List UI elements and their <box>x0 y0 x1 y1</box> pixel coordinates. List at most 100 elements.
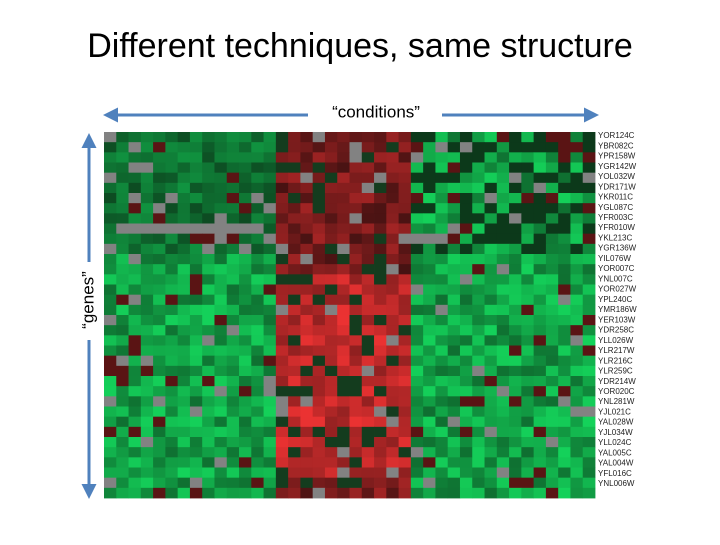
heatmap-cell <box>275 315 289 326</box>
heatmap-cell <box>386 254 399 265</box>
heatmap-cell <box>545 487 559 499</box>
heatmap-cell <box>165 315 179 326</box>
heatmap-cell <box>374 406 387 418</box>
heatmap-cell <box>226 254 240 265</box>
heatmap-cell <box>177 386 191 397</box>
heatmap-cell <box>214 376 228 387</box>
heatmap-cell <box>472 284 485 296</box>
heatmap-cell <box>165 274 179 285</box>
gene-label: YJL034W <box>598 428 633 437</box>
heatmap-cell <box>521 437 535 448</box>
heatmap-cell <box>570 233 584 245</box>
heatmap-cell <box>484 315 498 326</box>
heatmap-cell <box>496 386 510 397</box>
heatmap-cell <box>570 467 584 479</box>
heatmap-cell <box>153 223 166 235</box>
heatmap-cell <box>386 152 399 163</box>
heatmap-cell <box>398 376 412 387</box>
heatmap-cell <box>288 345 301 357</box>
heatmap-cell <box>374 243 387 255</box>
heatmap-cell <box>116 376 129 387</box>
heatmap-cell <box>410 304 424 316</box>
heatmap-cell <box>447 132 461 143</box>
heatmap-cell <box>386 172 399 184</box>
heatmap-cell <box>374 386 387 397</box>
heatmap-cell <box>312 284 326 296</box>
heatmap-cell <box>558 264 571 275</box>
heatmap-cell <box>165 447 179 458</box>
heatmap-cell <box>398 426 412 438</box>
heatmap-cell <box>533 213 547 224</box>
heatmap-cell <box>472 142 485 153</box>
heatmap-cell <box>226 467 240 479</box>
heatmap-cell <box>140 365 154 377</box>
heatmap-cell <box>545 254 559 265</box>
heatmap-cell <box>324 213 338 224</box>
heatmap-cell <box>116 152 129 163</box>
heatmap-cell <box>435 426 449 438</box>
heatmap-cell <box>374 172 387 184</box>
heatmap-cell <box>128 243 142 255</box>
heatmap-cell <box>361 172 375 184</box>
heatmap-cell <box>509 182 522 194</box>
heatmap-cell <box>459 294 473 306</box>
heatmap-cell <box>312 264 326 275</box>
heatmap-cell <box>324 315 338 326</box>
heatmap-cell <box>239 223 252 235</box>
heatmap-cell <box>239 243 252 255</box>
heatmap-cell <box>263 416 277 428</box>
heatmap-cell <box>533 152 547 163</box>
heatmap-cell <box>398 284 412 296</box>
heatmap-cell <box>570 487 584 499</box>
heatmap-cell <box>484 203 498 214</box>
heatmap-cell <box>202 315 215 326</box>
heatmap-cell <box>312 345 326 357</box>
heatmap-cell <box>226 447 240 458</box>
heatmap-cell <box>104 254 117 265</box>
heatmap-cell <box>509 345 522 357</box>
heatmap-cell <box>300 386 314 397</box>
heatmap-cell <box>104 284 117 296</box>
heatmap-cell <box>104 203 117 214</box>
heatmap-cell <box>472 233 485 245</box>
heatmap-cell <box>423 365 436 377</box>
heatmap-cell <box>459 203 473 214</box>
heatmap-cell <box>459 274 473 285</box>
heatmap-cell <box>386 437 399 448</box>
heatmap-cell <box>423 437 436 448</box>
heatmap-cell <box>239 406 252 418</box>
heatmap-cell <box>398 142 412 153</box>
heatmap-cell <box>251 315 264 326</box>
heatmap-cell <box>128 376 142 387</box>
heatmap-cell <box>374 162 387 174</box>
heatmap-cell <box>374 467 387 479</box>
heatmap-cell <box>153 172 166 184</box>
heatmap-cell <box>545 304 559 316</box>
heatmap-cell <box>386 345 399 357</box>
heatmap-cell <box>410 172 424 184</box>
heatmap-cell <box>324 376 338 387</box>
heatmap-cell <box>447 487 461 499</box>
heatmap-cell <box>521 335 535 346</box>
heatmap-cell <box>582 182 596 194</box>
heatmap-cell <box>558 467 571 479</box>
heatmap-cell <box>533 406 547 418</box>
heatmap-cell <box>165 406 179 418</box>
heatmap-cell <box>447 315 461 326</box>
heatmap-cell <box>410 162 424 174</box>
heatmap-cell <box>570 284 584 296</box>
heatmap-cell <box>153 142 166 153</box>
gene-label: YGL087C <box>598 203 633 212</box>
heatmap-cell <box>447 386 461 397</box>
heatmap-cell <box>472 335 485 346</box>
heatmap-cell <box>545 396 559 407</box>
heatmap-cell <box>300 416 314 428</box>
heatmap-cell <box>214 345 228 357</box>
heatmap-cell <box>496 142 510 153</box>
heatmap-cell <box>521 162 535 174</box>
heatmap-cell <box>153 213 166 224</box>
heatmap-cell <box>165 376 179 387</box>
heatmap-cell <box>386 355 399 367</box>
gene-label: YPR158W <box>598 152 636 161</box>
heatmap-cell <box>116 213 129 224</box>
